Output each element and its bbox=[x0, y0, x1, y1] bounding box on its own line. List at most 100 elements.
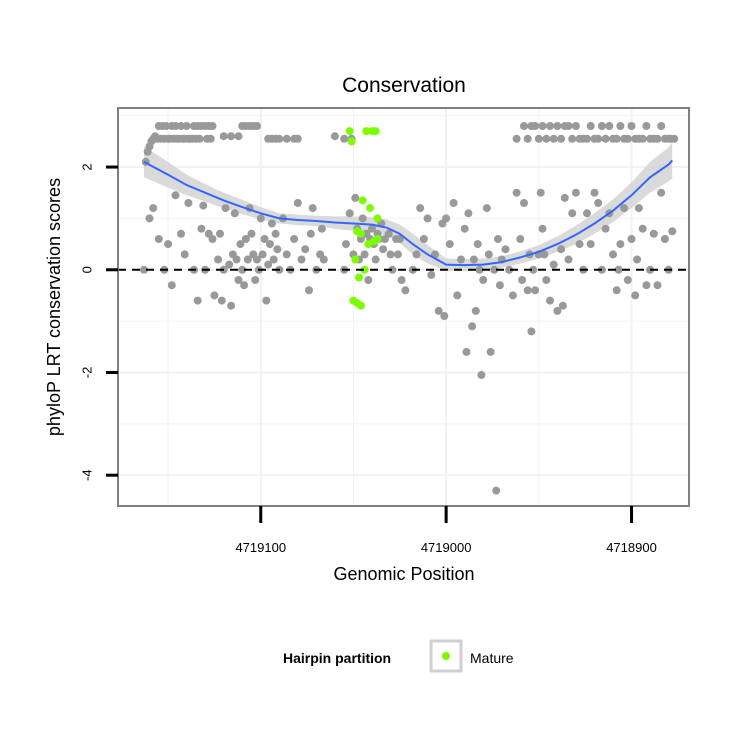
data-point bbox=[620, 204, 629, 213]
data-point bbox=[614, 265, 623, 274]
data-point bbox=[479, 276, 488, 284]
data-point bbox=[627, 122, 636, 130]
data-point bbox=[482, 204, 491, 213]
data-point bbox=[180, 250, 189, 259]
data-point bbox=[568, 209, 577, 218]
data-point bbox=[583, 209, 591, 218]
data-point bbox=[484, 250, 493, 259]
data-point bbox=[269, 255, 278, 264]
data-point bbox=[457, 255, 465, 264]
data-point bbox=[234, 132, 243, 141]
data-point bbox=[395, 235, 404, 243]
x-tick-label: 4718900 bbox=[606, 540, 657, 555]
data-point bbox=[660, 235, 669, 243]
data-point bbox=[266, 240, 274, 249]
data-point bbox=[149, 204, 158, 213]
data-point bbox=[477, 371, 486, 379]
data-point bbox=[317, 224, 326, 233]
data-point bbox=[227, 301, 236, 310]
data-point bbox=[627, 235, 636, 243]
data-point bbox=[199, 201, 208, 210]
data-point bbox=[319, 255, 328, 264]
data-point bbox=[308, 204, 317, 213]
data-point bbox=[546, 122, 554, 130]
data-point bbox=[512, 134, 521, 143]
data-point bbox=[553, 122, 562, 130]
mature-point bbox=[356, 301, 365, 310]
data-point bbox=[638, 134, 647, 143]
loess-smooth-line bbox=[143, 159, 674, 267]
data-point bbox=[358, 214, 367, 223]
data-point bbox=[340, 134, 349, 143]
x-tick-label: 4719000 bbox=[421, 540, 472, 555]
data-point bbox=[616, 240, 625, 249]
legend: Hairpin partition Mature bbox=[283, 639, 514, 673]
data-point bbox=[206, 134, 215, 143]
y-tick-label: -2 bbox=[79, 367, 94, 379]
data-point bbox=[208, 235, 217, 243]
data-point bbox=[492, 486, 501, 495]
data-point bbox=[460, 224, 469, 233]
legend-label-mature: Mature bbox=[470, 650, 514, 666]
data-point bbox=[523, 286, 532, 295]
mature-point bbox=[355, 273, 363, 282]
data-point bbox=[267, 219, 276, 228]
data-point bbox=[657, 122, 666, 130]
mature-point bbox=[373, 235, 382, 243]
mature-point bbox=[360, 265, 369, 274]
data-point bbox=[371, 255, 380, 264]
data-point bbox=[464, 209, 473, 218]
data-point bbox=[177, 229, 185, 238]
data-point bbox=[214, 255, 223, 264]
data-point bbox=[612, 134, 621, 143]
data-point bbox=[531, 122, 540, 130]
data-point bbox=[386, 250, 395, 259]
data-point bbox=[251, 276, 260, 284]
data-point bbox=[534, 134, 543, 143]
data-point bbox=[412, 250, 421, 259]
data-point bbox=[230, 209, 239, 218]
data-point bbox=[560, 193, 569, 202]
data-point bbox=[527, 327, 536, 336]
data-point bbox=[558, 301, 567, 310]
data-point bbox=[253, 255, 261, 264]
data-point bbox=[505, 265, 514, 274]
data-point bbox=[549, 260, 558, 269]
data-point bbox=[568, 134, 577, 143]
data-point bbox=[182, 122, 191, 130]
data-point bbox=[216, 229, 224, 238]
data-point bbox=[495, 281, 504, 290]
data-point bbox=[364, 276, 373, 284]
data-point bbox=[542, 276, 551, 284]
data-point bbox=[631, 291, 640, 300]
data-point bbox=[293, 199, 302, 207]
data-point bbox=[164, 240, 173, 249]
data-point bbox=[416, 204, 425, 213]
data-point bbox=[633, 255, 642, 264]
data-point bbox=[520, 122, 528, 130]
data-point bbox=[393, 250, 402, 259]
data-point bbox=[520, 199, 528, 207]
data-point bbox=[388, 265, 397, 274]
data-point bbox=[234, 276, 243, 284]
data-point bbox=[162, 122, 171, 130]
data-point bbox=[193, 296, 202, 305]
data-point bbox=[538, 224, 547, 233]
data-point bbox=[508, 291, 517, 300]
data-point bbox=[297, 255, 306, 264]
y-tick-label: 2 bbox=[79, 163, 94, 170]
data-point bbox=[601, 224, 610, 233]
legend-title: Hairpin partition bbox=[283, 650, 391, 666]
data-point bbox=[473, 240, 482, 249]
data-point bbox=[594, 134, 603, 143]
data-point bbox=[564, 122, 573, 130]
mature-point bbox=[373, 214, 382, 223]
data-point bbox=[605, 122, 614, 130]
data-point bbox=[238, 265, 247, 274]
data-point bbox=[210, 291, 219, 300]
chart-title: Conservation bbox=[342, 74, 466, 97]
data-point bbox=[262, 296, 271, 305]
data-point bbox=[564, 255, 573, 264]
data-point bbox=[240, 281, 249, 290]
